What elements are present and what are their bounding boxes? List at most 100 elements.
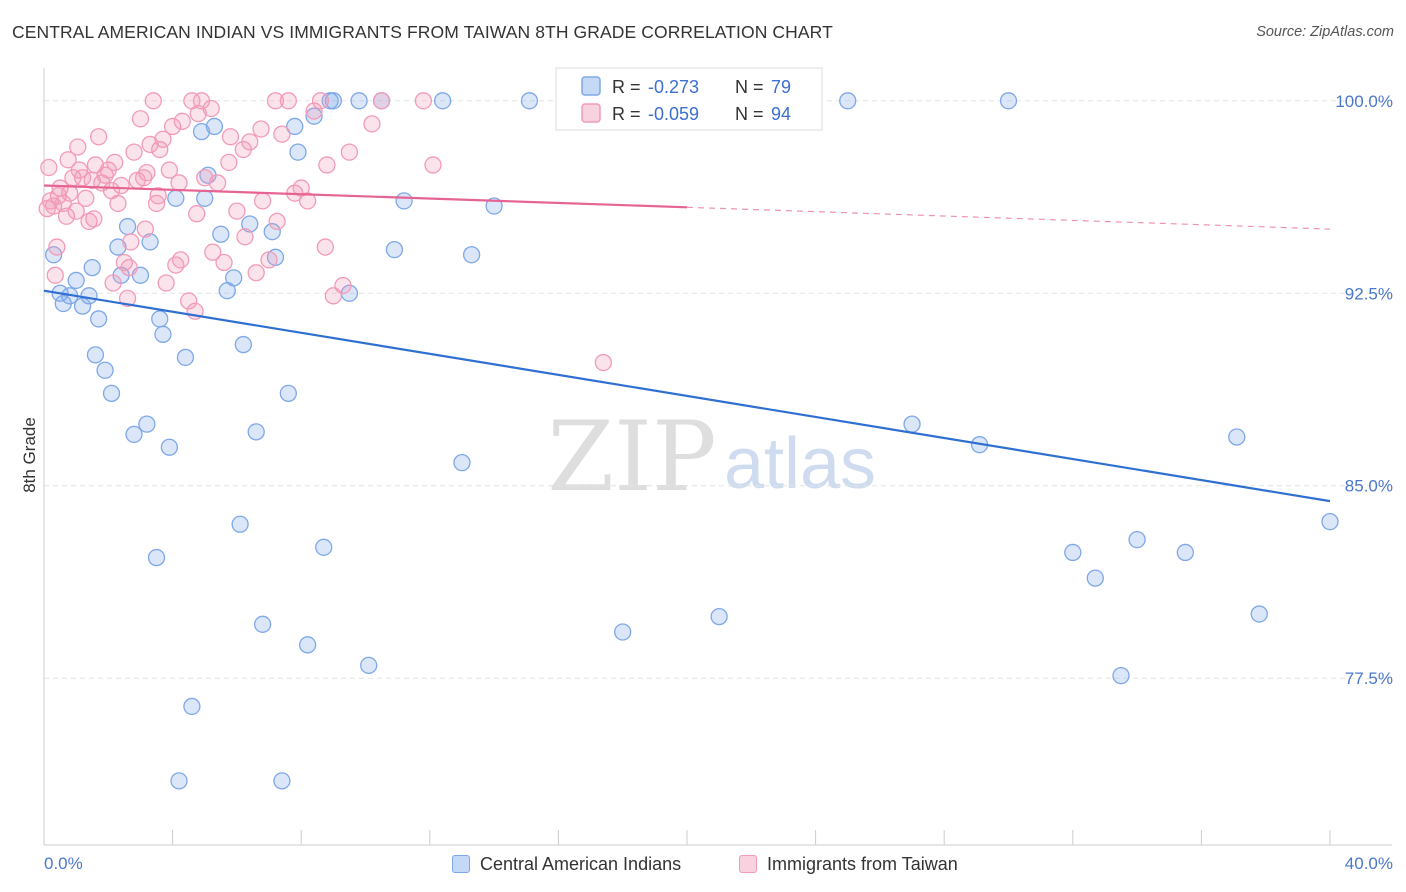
- data-points: [38, 92, 1339, 790]
- point-series0-59: [485, 197, 503, 215]
- point-series0-34: [231, 515, 249, 533]
- chart-source: Source: ZipAtlas.com: [1256, 24, 1394, 40]
- point-series0-43: [286, 117, 304, 136]
- point-series0-24: [170, 772, 188, 790]
- stats-n-value-series1: 94: [771, 104, 791, 124]
- stats-swatch-series1: [581, 103, 601, 123]
- stats-r-label-series1: R =: [612, 104, 641, 124]
- point-series0-21: [154, 325, 172, 343]
- point-series0-14: [118, 217, 137, 236]
- point-series1-52: [221, 128, 240, 146]
- point-series1-16: [90, 128, 108, 146]
- point-series1-41: [170, 174, 188, 192]
- trend-lines: [43, 184, 1331, 503]
- point-series0-12: [109, 238, 127, 256]
- point-series1-29: [131, 110, 150, 128]
- point-series1-88: [268, 212, 286, 231]
- point-series0-33: [225, 269, 243, 287]
- watermark-zip: ZIP: [547, 401, 716, 513]
- legend-swatch-blue: [452, 855, 470, 873]
- point-series0-78: [1321, 513, 1339, 531]
- point-series0-4: [67, 271, 85, 290]
- point-series0-17: [138, 415, 156, 433]
- point-series0-20: [151, 310, 169, 328]
- chart-title: CENTRAL AMERICAN INDIAN VS IMMIGRANTS FR…: [12, 22, 833, 42]
- point-series1-31: [138, 163, 156, 182]
- point-series1-2: [44, 197, 63, 215]
- legend-item-immigrants-from-taiwan[interactable]: Immigrants from Taiwan: [739, 852, 958, 876]
- point-series1-51: [215, 253, 233, 272]
- point-series1-13: [80, 212, 98, 231]
- point-series0-39: [263, 223, 281, 241]
- tick-labels: 100.0% 92.5% 85.0% 77.5% 0.0% 40.0%: [44, 92, 1393, 873]
- point-series0-47: [315, 538, 333, 556]
- stats-r-value-series0: -0.273: [648, 77, 699, 97]
- point-series1-59: [266, 92, 285, 110]
- point-series0-15: [125, 425, 143, 444]
- point-series1-3: [48, 238, 66, 256]
- point-series0-76: [1228, 428, 1246, 446]
- point-series1-30: [135, 169, 153, 187]
- point-series1-6: [57, 207, 76, 225]
- point-series0-71: [1064, 543, 1082, 562]
- grid-lines: [44, 100, 1392, 679]
- point-series1-85: [220, 153, 238, 172]
- point-series1-84: [204, 243, 222, 261]
- point-series1-55: [241, 133, 259, 151]
- point-series1-72: [424, 156, 442, 174]
- point-series1-25: [118, 289, 137, 308]
- point-series1-27: [125, 143, 143, 161]
- point-series0-35: [234, 335, 252, 354]
- point-series1-93: [59, 151, 77, 169]
- point-series1-18: [96, 166, 114, 184]
- point-series0-63: [614, 623, 632, 641]
- point-series1-38: [160, 161, 179, 179]
- point-series1-39: [163, 117, 182, 136]
- point-series1-35: [151, 140, 169, 159]
- point-series0-27: [192, 122, 211, 141]
- point-series1-42: [173, 112, 191, 130]
- point-series1-87: [252, 120, 270, 138]
- legend-item-central-american-indians[interactable]: Central American Indians: [452, 852, 681, 876]
- legend-swatch-pink: [739, 855, 757, 873]
- point-series1-23: [112, 176, 130, 195]
- point-series0-72: [1086, 569, 1104, 587]
- stats-r-value-series1: -0.059: [648, 104, 699, 124]
- point-series1-90: [340, 143, 359, 161]
- point-series1-12: [77, 189, 95, 207]
- point-series1-81: [149, 187, 167, 205]
- y-tick-label-1: 92.5%: [1345, 284, 1393, 303]
- point-series1-71: [414, 92, 433, 110]
- point-series0-23: [167, 189, 185, 207]
- point-series0-18: [141, 233, 159, 251]
- point-series1-77: [85, 210, 103, 228]
- point-series0-74: [1128, 530, 1146, 549]
- point-series1-9: [67, 202, 85, 220]
- y-tick-label-2: 85.0%: [1345, 477, 1393, 496]
- stats-n-label-series1: N =: [735, 104, 764, 124]
- point-series1-58: [260, 251, 278, 269]
- point-series0-36: [241, 215, 259, 233]
- point-series1-43: [180, 292, 198, 310]
- point-series1-66: [311, 92, 330, 110]
- point-series1-46: [189, 104, 207, 123]
- point-series1-91: [363, 115, 381, 133]
- point-series0-28: [196, 189, 214, 207]
- point-series1-57: [253, 192, 272, 210]
- point-series0-51: [350, 92, 368, 110]
- point-series1-24: [115, 253, 134, 272]
- point-series0-22: [160, 438, 179, 456]
- axes: [43, 68, 1392, 846]
- point-series0-6: [80, 287, 98, 305]
- point-series0-37: [247, 423, 265, 441]
- point-series1-74: [40, 158, 58, 177]
- watermark-atlas: atlas: [724, 424, 876, 504]
- y-tick-label-0: 100.0%: [1335, 92, 1393, 111]
- stats-n-value-series0: 79: [771, 77, 791, 97]
- point-series0-19: [147, 548, 166, 567]
- point-series0-54: [385, 240, 404, 259]
- point-series1-80: [136, 220, 154, 238]
- point-series1-76: [69, 138, 87, 156]
- legend-label-central-american-indians: Central American Indians: [480, 853, 682, 874]
- point-series1-37: [157, 274, 175, 292]
